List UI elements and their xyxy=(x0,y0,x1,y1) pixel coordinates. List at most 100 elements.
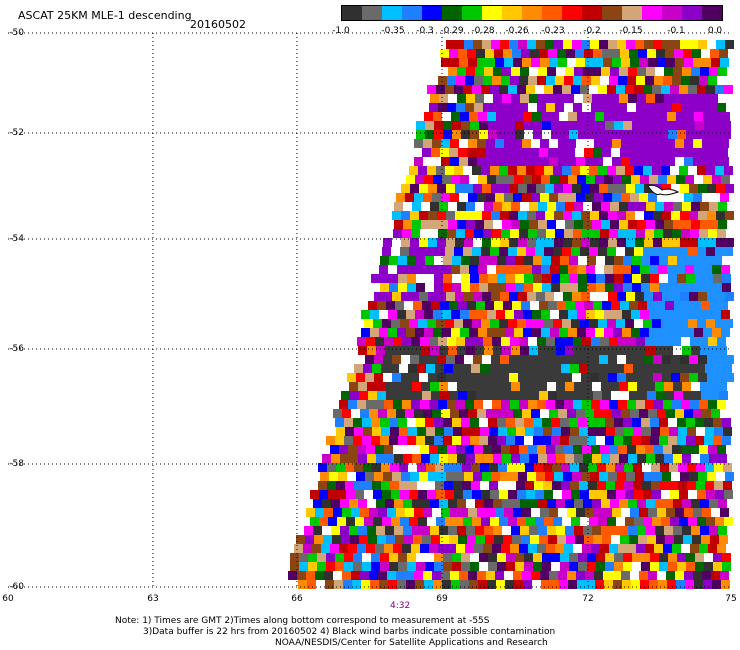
data-cell xyxy=(433,112,442,121)
data-cell xyxy=(313,499,322,508)
data-cell xyxy=(403,346,412,355)
data-cell xyxy=(336,481,345,490)
data-cell xyxy=(360,571,369,580)
data-cell xyxy=(578,436,587,445)
data-cell xyxy=(722,283,731,292)
data-cell xyxy=(608,472,617,481)
data-cell xyxy=(542,256,551,265)
data-cell xyxy=(682,67,691,76)
data-cell xyxy=(441,409,450,418)
data-cell xyxy=(583,67,592,76)
data-cell xyxy=(395,535,404,544)
data-cell xyxy=(344,553,353,562)
data-cell xyxy=(614,562,623,571)
data-cell xyxy=(484,220,493,229)
data-cell xyxy=(625,319,634,328)
data-cell xyxy=(603,139,612,148)
data-cell xyxy=(425,562,434,571)
data-cell xyxy=(718,220,727,229)
data-cell xyxy=(437,238,446,247)
data-cell xyxy=(623,121,632,130)
data-cell xyxy=(690,400,699,409)
data-cell xyxy=(414,409,423,418)
data-cell xyxy=(427,85,436,94)
data-cell xyxy=(412,454,421,463)
data-cell xyxy=(423,571,432,580)
data-cell xyxy=(616,85,625,94)
data-cell xyxy=(722,121,731,130)
data-cell xyxy=(547,67,556,76)
data-cell xyxy=(476,148,485,157)
data-cell xyxy=(716,292,725,301)
data-cell xyxy=(294,544,303,553)
data-cell xyxy=(528,76,537,85)
data-cell xyxy=(716,238,725,247)
data-cell xyxy=(441,193,450,202)
data-cell xyxy=(397,328,406,337)
data-cell xyxy=(464,184,473,193)
data-cell xyxy=(461,121,470,130)
data-cell xyxy=(669,364,678,373)
data-cell xyxy=(592,202,601,211)
data-cell xyxy=(401,211,410,220)
data-cell xyxy=(652,85,661,94)
data-cell xyxy=(470,121,479,130)
data-cell xyxy=(524,283,533,292)
data-cell xyxy=(358,454,367,463)
data-cell xyxy=(564,337,573,346)
data-cell xyxy=(509,211,518,220)
data-cell xyxy=(646,382,655,391)
data-cell xyxy=(639,571,648,580)
data-cell xyxy=(579,427,588,436)
data-cell xyxy=(401,238,410,247)
data-cell xyxy=(443,274,452,283)
data-cell xyxy=(492,229,501,238)
data-cell xyxy=(581,373,590,382)
data-cell xyxy=(652,247,661,256)
data-cell xyxy=(344,562,353,571)
data-cell xyxy=(389,283,398,292)
data-cell xyxy=(630,58,639,67)
data-cell xyxy=(442,265,451,274)
data-cell xyxy=(405,571,414,580)
lat-label: -52 xyxy=(9,128,24,138)
data-cell xyxy=(335,436,344,445)
data-cell xyxy=(700,526,709,535)
data-cell xyxy=(472,490,481,499)
data-cell xyxy=(429,103,438,112)
data-cell xyxy=(461,256,470,265)
data-cell xyxy=(613,265,622,274)
data-cell xyxy=(519,229,528,238)
data-cell xyxy=(664,526,673,535)
data-cell xyxy=(699,337,708,346)
data-cell xyxy=(646,526,655,535)
data-cell xyxy=(616,166,625,175)
data-cell xyxy=(357,445,366,454)
data-cell xyxy=(398,283,407,292)
data-cell xyxy=(448,499,457,508)
data-cell xyxy=(598,85,607,94)
data-cell xyxy=(411,229,420,238)
data-cell xyxy=(506,553,515,562)
data-cell xyxy=(496,310,505,319)
data-cell xyxy=(652,517,661,526)
data-cell xyxy=(700,382,709,391)
data-cell xyxy=(474,76,483,85)
data-cell xyxy=(439,346,448,355)
data-cell xyxy=(451,265,460,274)
data-cell xyxy=(676,175,685,184)
data-cell xyxy=(458,49,467,58)
data-cell xyxy=(290,562,299,571)
data-cell xyxy=(708,229,717,238)
data-cell xyxy=(600,103,609,112)
data-cell xyxy=(637,526,646,535)
data-cell xyxy=(345,427,354,436)
data-cell xyxy=(553,166,562,175)
data-cell xyxy=(593,148,602,157)
data-cell xyxy=(473,472,482,481)
data-cell xyxy=(468,508,477,517)
data-cell xyxy=(596,130,605,139)
data-cell xyxy=(603,409,612,418)
data-cell xyxy=(621,409,630,418)
data-cell xyxy=(599,184,608,193)
